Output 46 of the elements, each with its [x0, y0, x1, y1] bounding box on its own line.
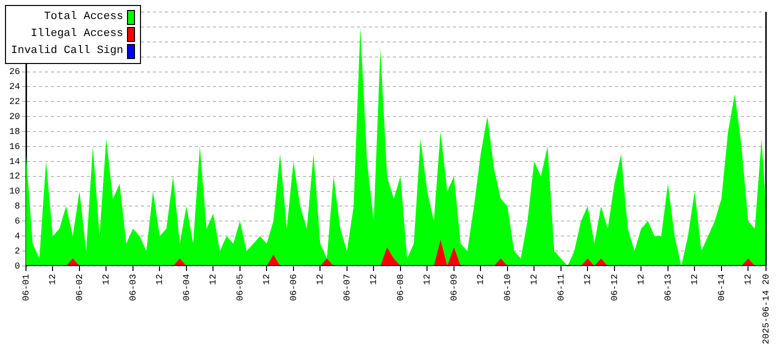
- x-tick-label: 12: [422, 274, 433, 285]
- y-tick-label: 12: [9, 172, 20, 182]
- x-tick-label: 12: [744, 274, 754, 285]
- x-tick-label: 06-01: [21, 274, 32, 302]
- x-tick-label: 12: [583, 274, 594, 285]
- y-tick-label: 26: [9, 67, 20, 78]
- x-tick-label: 12: [262, 274, 272, 285]
- x-tick-label: 06-05: [235, 274, 246, 302]
- x-tick-label: 12: [48, 274, 58, 285]
- x-tick-label: 12: [316, 274, 326, 285]
- x-tick-label: 12: [369, 274, 380, 285]
- x-tick-label: 12: [636, 274, 647, 285]
- x-tick-label: 06-07: [342, 274, 352, 302]
- y-tick-label: 18: [9, 126, 20, 137]
- y-tick-label: 2: [14, 246, 20, 256]
- y-tick-label: 22: [9, 97, 20, 108]
- legend-label: Total Access: [44, 10, 124, 25]
- x-tick-label: 12: [155, 274, 166, 285]
- x-tick-label: 06-06: [288, 274, 299, 302]
- x-tick-label: 12: [530, 274, 540, 285]
- y-tick-label: 8: [14, 202, 20, 212]
- legend-label: Illegal Access: [30, 27, 124, 42]
- x-tick-label: 12: [690, 274, 700, 285]
- x-tick-label: 06-10: [502, 274, 513, 302]
- x-tick-label: 06-09: [449, 274, 460, 302]
- x-tick-label: 12: [476, 274, 486, 285]
- y-tick-label: 6: [14, 216, 20, 227]
- y-tick-label: 14: [9, 156, 20, 167]
- x-tick-label: 2025-06-14 20: [761, 274, 772, 344]
- y-tick-label: 24: [9, 82, 20, 92]
- y-tick-label: 20: [9, 112, 20, 122]
- x-tick-label: 06-13: [663, 274, 674, 302]
- legend-label: Invalid Call Sign: [11, 44, 124, 59]
- x-tick-label: 06-08: [396, 274, 406, 302]
- x-tick-label: 12: [102, 274, 112, 285]
- y-tick-label: 0: [14, 261, 20, 272]
- x-tick-label: 06-02: [74, 274, 85, 302]
- x-tick-label: 06-04: [182, 274, 192, 302]
- y-tick-label: 16: [9, 142, 20, 152]
- x-tick-label: 06-12: [610, 274, 620, 302]
- x-tick-label: 06-11: [556, 274, 566, 302]
- y-tick-label: 10: [9, 186, 20, 197]
- x-tick-label: 06-03: [128, 274, 138, 302]
- y-tick-label: 4: [14, 232, 20, 242]
- x-tick-label: 06-14: [716, 274, 727, 302]
- x-tick-label: 12: [208, 274, 219, 285]
